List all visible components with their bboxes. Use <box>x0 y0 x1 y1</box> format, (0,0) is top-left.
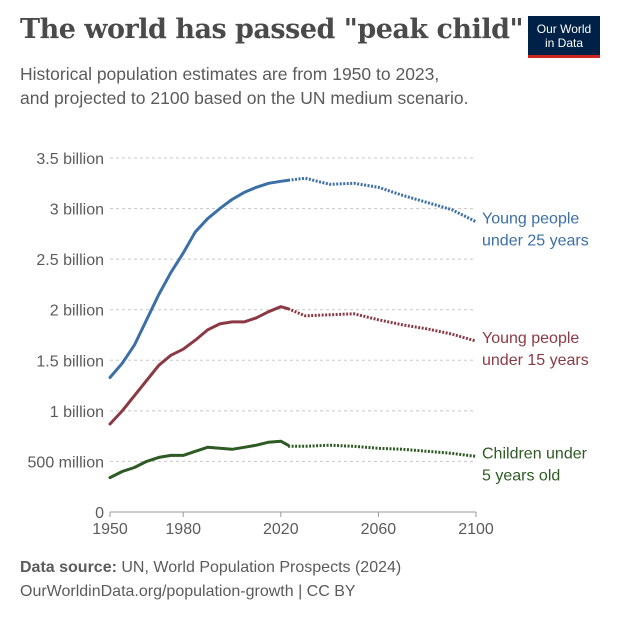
subtitle-line-1: Historical population estimates are from… <box>20 64 440 84</box>
x-tick-label: 2100 <box>458 521 494 538</box>
series-line-projected <box>288 443 477 458</box>
data-source-label: Data source: <box>20 559 117 576</box>
y-tick-label: 3 billion <box>50 202 104 219</box>
series-line-historical <box>108 178 290 379</box>
chart-subtitle: Historical population estimates are from… <box>20 62 520 110</box>
owid-logo[interactable]: Our World in Data <box>528 16 600 58</box>
series-line-projected <box>287 307 477 343</box>
y-tick-label: 1.5 billion <box>36 353 104 370</box>
x-tick-label: 1980 <box>165 521 201 538</box>
logo-line-1: Our World <box>536 22 592 36</box>
x-tick-label: 1950 <box>92 521 128 538</box>
y-tick-label: 2.5 billion <box>36 252 104 269</box>
series-label-line-2: under 25 years <box>482 233 589 250</box>
series-label-line-1: Children under <box>482 445 588 462</box>
series-label-line-2: under 15 years <box>482 352 589 369</box>
series-line-projected <box>287 176 477 224</box>
y-tick-label: 3.5 billion <box>36 151 104 168</box>
series-label-line-1: Young people <box>482 330 579 347</box>
data-source-text: UN, World Population Prospects (2024) <box>121 559 402 576</box>
series-line-historical <box>108 439 290 480</box>
y-tick-label: 0 <box>95 505 104 522</box>
series-label-line-2: 5 years old <box>482 467 560 484</box>
source-url[interactable]: OurWorldinData.org/population-growth | C… <box>20 583 356 600</box>
y-tick-label: 2 billion <box>50 303 104 320</box>
series-label-line-1: Young people <box>482 211 579 228</box>
series-line-historical <box>108 305 290 426</box>
y-tick-label: 1 billion <box>50 404 104 421</box>
line-chart: 0 500 million 1 billion 1.5 billion 2 billio… <box>28 151 589 538</box>
chart-title: The world has passed "peak child" <box>20 14 524 45</box>
logo-line-2: in Data <box>544 36 584 50</box>
data-source: Data source: UN, World Population Prospe… <box>20 556 401 580</box>
subtitle-line-2: and projected to 2100 based on the UN me… <box>20 88 469 108</box>
chart-footer: Data source: UN, World Population Prospe… <box>20 556 401 604</box>
y-tick-label: 500 million <box>28 454 104 471</box>
x-tick-label: 2020 <box>263 521 299 538</box>
x-tick-label: 2060 <box>361 521 397 538</box>
